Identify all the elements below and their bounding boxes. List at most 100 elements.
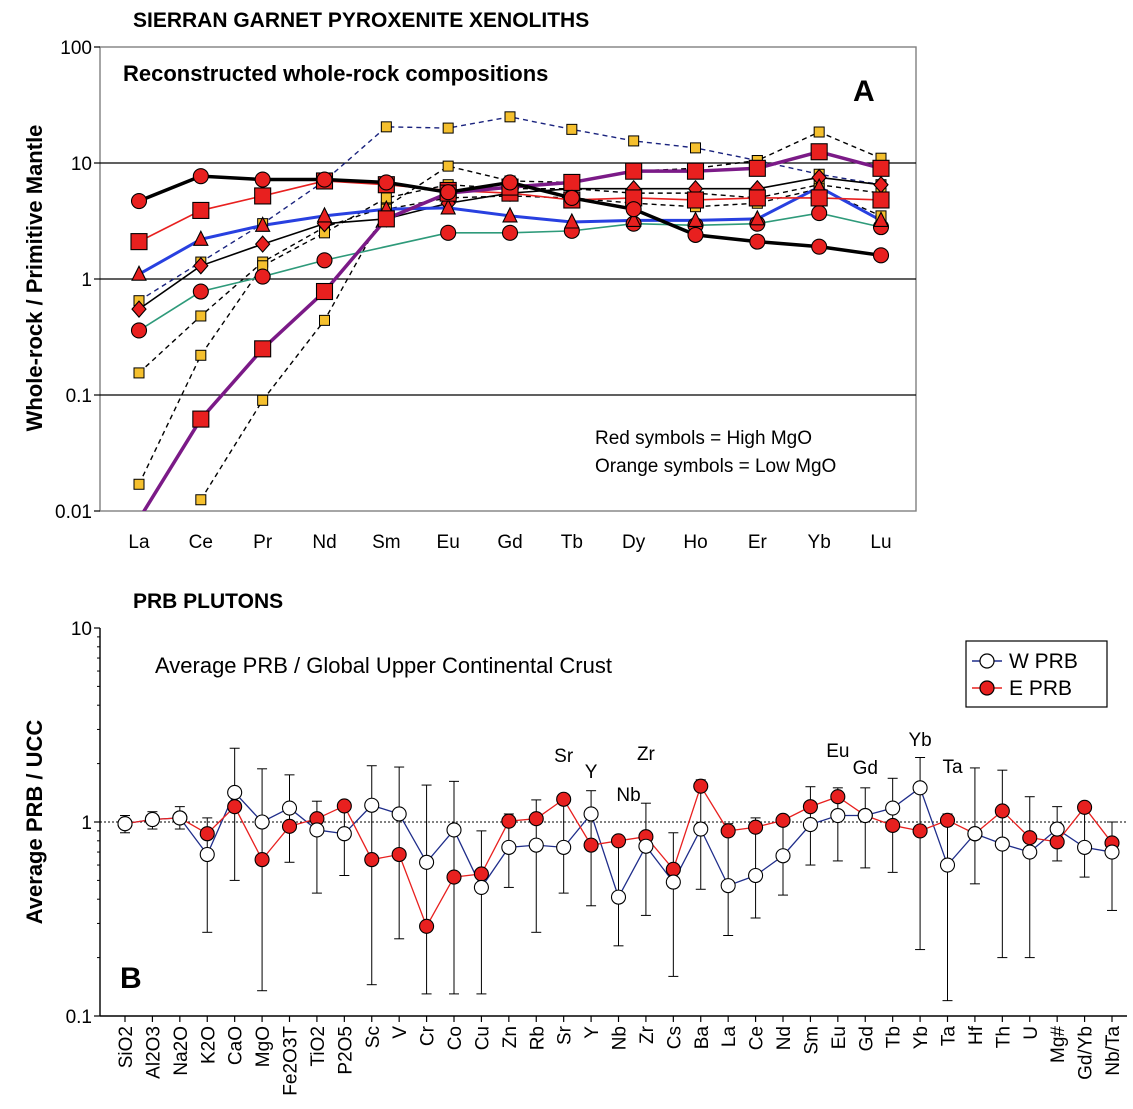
panel-b-w-prb-point bbox=[665, 874, 681, 890]
panel-a-x-tick-label: La bbox=[128, 532, 150, 553]
panel-a-point-small-square bbox=[628, 135, 640, 147]
panel-b-w-prb-point bbox=[775, 848, 791, 864]
panel-b-e-prb-point bbox=[1049, 834, 1065, 850]
panel-b-x-tick-label: V bbox=[390, 1026, 411, 1039]
panel-b-w-prb-point bbox=[1104, 844, 1120, 860]
panel-b-e-prb-point bbox=[473, 866, 489, 882]
panel-b-x-tick-label: Mg# bbox=[1048, 1026, 1069, 1063]
panel-b-letter: B bbox=[120, 962, 142, 995]
panel-a: SIERRAN GARNET PYROXENITE XENOLITHS Whol… bbox=[22, 9, 917, 553]
panel-a-point-triangle bbox=[749, 209, 766, 226]
panel-b-x-tick-label: Th bbox=[993, 1026, 1014, 1048]
panel-a-point-square bbox=[254, 187, 272, 205]
panel-a-y-tick-label: 0.1 bbox=[66, 386, 92, 407]
panel-a-point-square bbox=[625, 162, 643, 180]
panel-a-point-small-square bbox=[690, 142, 701, 154]
panel-b-subtitle: Average PRB / Global Upper Continental C… bbox=[155, 653, 612, 678]
panel-a-title: SIERRAN GARNET PYROXENITE XENOLITHS bbox=[133, 9, 589, 32]
panel-b-e-prb-point bbox=[610, 833, 627, 849]
panel-a-point-circle bbox=[749, 233, 766, 250]
panel-a-point-circle bbox=[563, 189, 580, 206]
panel-b-x-tick-label: Zn bbox=[500, 1026, 521, 1048]
panel-a-point-circle bbox=[254, 171, 271, 188]
panel-a-x-tick-label: Lu bbox=[870, 532, 891, 553]
panel-b-w-prb-point bbox=[336, 826, 352, 842]
panel-b-e-prb-point bbox=[830, 789, 846, 805]
panel-b-e-prb-point bbox=[281, 818, 298, 834]
panel-b-x-tick-label: Cu bbox=[472, 1026, 493, 1050]
panel-a-point-diamond bbox=[193, 256, 209, 275]
panel-b-annotation: Ta bbox=[942, 757, 963, 778]
panel-b-e-prb-point bbox=[693, 778, 709, 794]
panel-a-point-square bbox=[563, 173, 581, 191]
panel-a-x-ticks: La Ce Pr Nd Sm Eu Gd Tb Dy Ho Er Yb Lu bbox=[128, 532, 891, 553]
panel-b-x-tick-label: La bbox=[719, 1026, 740, 1048]
panel-b-e-prb-point bbox=[748, 819, 764, 835]
panel-a-y-tick-label: 10 bbox=[71, 154, 92, 175]
panel-b-e-prb-point bbox=[583, 837, 599, 853]
panel-a-series bbox=[130, 111, 890, 511]
panel-b-x-tick-label: Nb bbox=[610, 1026, 631, 1050]
panel-b-x-tick-label: K2O bbox=[198, 1026, 219, 1064]
panel-a-point-square bbox=[315, 282, 334, 301]
panel-b-w-prb-point bbox=[967, 826, 983, 842]
panel-a-x-tick-label: Eu bbox=[437, 532, 460, 553]
panel-b-w-prb-point bbox=[391, 806, 407, 822]
panel-b-w-prb-point bbox=[309, 822, 325, 838]
panel-b-e-prb-point bbox=[254, 852, 270, 868]
panel-b-x-tick-label: MgO bbox=[253, 1026, 274, 1067]
panel-b-e-prb-point bbox=[556, 791, 572, 807]
panel-b-annotation: Eu bbox=[826, 741, 849, 762]
panel-a-point-circle bbox=[687, 226, 704, 243]
panel-a-point-small-square bbox=[133, 478, 145, 490]
panel-b-e-prb-point bbox=[199, 826, 215, 842]
panel-b-x-tick-label: Co bbox=[445, 1026, 466, 1050]
panel-b-e-prb-point bbox=[665, 861, 681, 877]
panel-a-point-triangle bbox=[131, 264, 147, 281]
panel-a-point-square bbox=[872, 191, 890, 209]
panel-b-e-prb-point bbox=[419, 918, 435, 934]
panel-b-x-tick-label: Ta bbox=[939, 1026, 960, 1047]
panel-b-x-tick-label: Eu bbox=[829, 1026, 850, 1049]
panel-b-w-prb-point bbox=[638, 838, 654, 854]
panel-a-point-square bbox=[192, 410, 210, 428]
panel-a-letter: A bbox=[853, 75, 875, 108]
panel-a-note-orange: Orange symbols = Low MgO bbox=[595, 456, 836, 477]
panel-a-x-tick-label: Yb bbox=[808, 532, 831, 553]
panel-a-y-tick-label: 0.01 bbox=[55, 502, 92, 523]
panel-a-point-small-square bbox=[442, 160, 454, 172]
panel-b-e-prb-point bbox=[720, 823, 736, 839]
panel-a-point-small-square bbox=[257, 394, 269, 406]
panel-a-x-tick-label: Er bbox=[748, 532, 768, 553]
panel-b-x-tick-label: CaO bbox=[226, 1026, 247, 1065]
panel-b-w-prb-point bbox=[281, 800, 298, 816]
panel-a-point-triangle bbox=[625, 211, 642, 227]
panel-a-point-circle bbox=[130, 192, 148, 210]
panel-b-e-prb-point bbox=[885, 817, 901, 833]
panel-b-y-axis-label: Average PRB / UCC bbox=[22, 720, 47, 925]
panel-b-w-prb-point bbox=[720, 878, 736, 894]
panel-b-y-ticks: 0.1 1 10 bbox=[66, 619, 100, 1028]
panel-b-x-tick-label: Sc bbox=[363, 1026, 384, 1048]
panel-b-x-tick-label: Fe2O3T bbox=[281, 1026, 302, 1096]
panel-b-w-prb-point bbox=[556, 839, 572, 855]
panel-a-point-circle bbox=[192, 283, 209, 300]
panel-a-point-small-square bbox=[566, 123, 578, 135]
panel-a-point-square bbox=[130, 233, 148, 251]
panel-b-x-tick-label: Nb/Ta bbox=[1103, 1026, 1124, 1076]
panel-b-w-prb-point bbox=[1049, 821, 1065, 837]
panel-a-point-square bbox=[254, 340, 272, 358]
panel-a-point-small-square bbox=[133, 367, 145, 379]
panel-a-point-triangle bbox=[254, 216, 271, 232]
panel-a-point-circle bbox=[316, 252, 333, 269]
panel-a-point-square bbox=[748, 189, 766, 207]
panel-a-point-small-square bbox=[813, 126, 825, 138]
panel-b-x-tick-label: Na2O bbox=[171, 1026, 192, 1076]
panel-b-x-tick-label: Cs bbox=[664, 1026, 685, 1049]
panel-b-annotation: Sr bbox=[554, 746, 574, 767]
panel-b-x-tick-label: Rb bbox=[527, 1026, 548, 1050]
panel-a-series-line bbox=[200, 187, 882, 501]
legend-e-marker bbox=[979, 680, 995, 696]
panel-a-point-square bbox=[872, 159, 890, 177]
